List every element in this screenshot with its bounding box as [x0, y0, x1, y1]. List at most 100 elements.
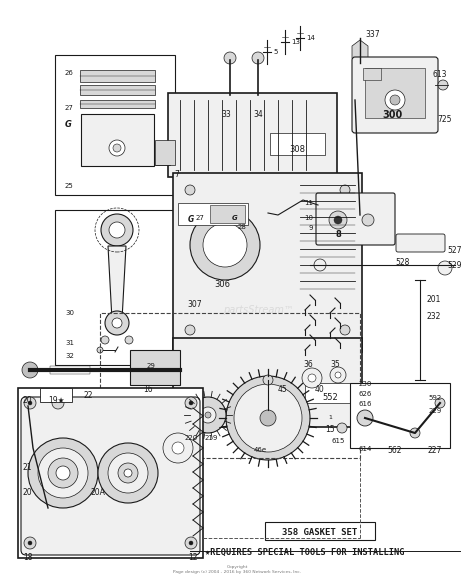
Bar [178, 203, 248, 225]
Circle shape [226, 376, 310, 460]
Bar [130, 350, 180, 385]
Text: 227: 227 [428, 446, 442, 455]
Circle shape [108, 453, 148, 493]
FancyBboxPatch shape [396, 234, 445, 252]
Text: 34: 34 [253, 110, 263, 119]
Text: 219: 219 [205, 435, 219, 441]
Circle shape [334, 216, 342, 224]
Circle shape [234, 384, 302, 452]
Circle shape [205, 412, 211, 418]
Text: 614: 614 [358, 446, 372, 452]
Text: Copyright
Page design (c) 2004 - 2016 by 360 Network Services, Inc.: Copyright Page design (c) 2004 - 2016 by… [173, 565, 301, 573]
Text: 13: 13 [291, 39, 300, 45]
Circle shape [203, 223, 247, 267]
Bar [210, 205, 245, 223]
Text: 592: 592 [428, 395, 442, 401]
Polygon shape [108, 246, 126, 320]
Circle shape [329, 211, 347, 229]
Text: 615: 615 [332, 438, 345, 444]
Text: 29: 29 [146, 363, 155, 369]
Circle shape [314, 259, 326, 271]
Circle shape [98, 443, 158, 503]
Text: 20: 20 [23, 396, 33, 405]
Circle shape [390, 95, 400, 105]
Circle shape [190, 210, 260, 280]
Text: 35: 35 [330, 360, 340, 369]
Bar [40, 388, 72, 402]
Text: 528: 528 [395, 258, 410, 267]
Text: 10: 10 [304, 215, 313, 221]
Text: 308: 308 [289, 145, 305, 154]
Bar [18, 388, 203, 558]
Circle shape [335, 372, 341, 378]
Text: 45: 45 [278, 385, 288, 394]
Text: 40: 40 [315, 385, 325, 394]
Circle shape [125, 336, 133, 344]
Text: 230: 230 [358, 381, 372, 387]
Circle shape [163, 433, 193, 463]
Bar [100, 313, 360, 458]
Text: 27: 27 [65, 105, 74, 111]
Text: G: G [232, 215, 238, 221]
Bar [305, 383, 355, 403]
Circle shape [97, 347, 103, 353]
Text: 229: 229 [428, 408, 442, 414]
FancyBboxPatch shape [173, 173, 362, 352]
Text: 32: 32 [65, 353, 74, 359]
Circle shape [260, 410, 276, 426]
Text: 22: 22 [83, 391, 93, 400]
Bar [80, 100, 155, 108]
Text: 232: 232 [427, 312, 441, 321]
Text: 306: 306 [214, 280, 230, 289]
Text: 20: 20 [23, 488, 33, 497]
FancyBboxPatch shape [168, 93, 337, 177]
Circle shape [385, 90, 405, 110]
Text: 11: 11 [304, 200, 313, 206]
Bar [50, 366, 90, 374]
Text: 626: 626 [358, 391, 372, 397]
Text: 27: 27 [196, 215, 205, 221]
Text: 26: 26 [65, 70, 74, 76]
Circle shape [185, 397, 197, 409]
Text: 337: 337 [365, 30, 380, 39]
Circle shape [28, 401, 32, 405]
Text: 358 GASKET SET: 358 GASKET SET [283, 528, 357, 537]
Text: 28: 28 [238, 224, 247, 230]
Circle shape [355, 58, 365, 68]
Text: 527: 527 [447, 246, 462, 255]
Circle shape [200, 407, 216, 423]
Text: 201: 201 [427, 295, 441, 304]
Circle shape [101, 214, 133, 246]
Circle shape [112, 318, 122, 328]
Text: 21: 21 [23, 463, 33, 472]
FancyBboxPatch shape [173, 338, 362, 427]
Text: 562: 562 [388, 446, 402, 455]
Text: 616: 616 [358, 401, 372, 407]
FancyBboxPatch shape [352, 57, 438, 133]
Text: 33: 33 [221, 110, 231, 119]
Circle shape [28, 541, 32, 545]
Text: 725: 725 [437, 115, 452, 124]
Circle shape [357, 410, 373, 426]
Bar [80, 85, 155, 95]
Circle shape [109, 222, 125, 238]
Circle shape [438, 80, 448, 90]
Circle shape [124, 469, 132, 477]
Text: 1: 1 [328, 415, 332, 420]
Circle shape [24, 397, 36, 409]
Bar [270, 133, 325, 155]
FancyBboxPatch shape [81, 114, 154, 166]
Text: 529: 529 [447, 261, 462, 270]
Circle shape [109, 140, 125, 156]
Circle shape [362, 214, 374, 226]
Text: 46e: 46e [254, 447, 266, 453]
Circle shape [302, 368, 322, 388]
Text: 30: 30 [65, 310, 74, 316]
Circle shape [28, 438, 98, 508]
Circle shape [224, 52, 236, 64]
Text: 220: 220 [185, 435, 198, 441]
Circle shape [435, 398, 445, 408]
Text: 31: 31 [65, 340, 74, 346]
Text: 14: 14 [306, 35, 315, 41]
Text: 8: 8 [335, 230, 341, 239]
